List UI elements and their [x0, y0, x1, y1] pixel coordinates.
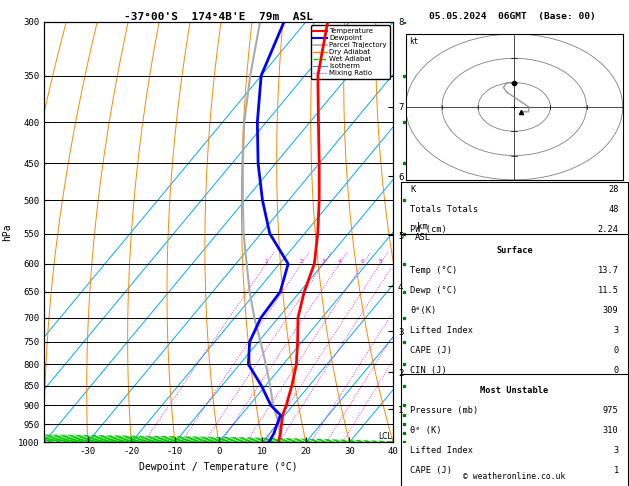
Text: Pressure (mb): Pressure (mb)	[410, 406, 479, 415]
Text: Dewp (°C): Dewp (°C)	[410, 286, 458, 295]
Text: 0: 0	[613, 346, 619, 355]
Text: CIN (J): CIN (J)	[410, 366, 447, 375]
X-axis label: Dewpoint / Temperature (°C): Dewpoint / Temperature (°C)	[139, 462, 298, 472]
Text: CAPE (J): CAPE (J)	[410, 466, 452, 475]
Text: 310: 310	[603, 426, 619, 435]
Text: 0: 0	[613, 366, 619, 375]
Text: 1: 1	[613, 466, 619, 475]
Text: 2.24: 2.24	[598, 225, 619, 234]
Text: 48: 48	[608, 205, 619, 214]
Text: 3: 3	[321, 259, 325, 264]
Text: Lifted Index: Lifted Index	[410, 446, 474, 455]
Text: PW (cm): PW (cm)	[410, 225, 447, 234]
Text: 309: 309	[603, 306, 619, 315]
Text: 1: 1	[264, 259, 268, 264]
Text: Surface: Surface	[496, 246, 533, 256]
Text: 975: 975	[603, 406, 619, 415]
Text: θᵉ (K): θᵉ (K)	[410, 426, 442, 435]
Text: Lifted Index: Lifted Index	[410, 326, 474, 335]
Text: K: K	[410, 185, 416, 194]
Text: LCL: LCL	[378, 433, 392, 441]
Text: © weatheronline.co.uk: © weatheronline.co.uk	[464, 472, 565, 481]
Text: Temp (°C): Temp (°C)	[410, 266, 458, 276]
Text: 05.05.2024  06GMT  (Base: 00): 05.05.2024 06GMT (Base: 00)	[429, 12, 596, 21]
Text: 2: 2	[299, 259, 303, 264]
Text: Totals Totals: Totals Totals	[410, 205, 479, 214]
Text: CAPE (J): CAPE (J)	[410, 346, 452, 355]
Text: 3: 3	[613, 326, 619, 335]
Text: 8: 8	[379, 259, 382, 264]
Text: -37°00'S  174°4B'E  79m  ASL: -37°00'S 174°4B'E 79m ASL	[124, 12, 313, 22]
Text: kt: kt	[409, 37, 418, 46]
Text: Most Unstable: Most Unstable	[481, 386, 548, 395]
Y-axis label: km
ASL: km ASL	[415, 223, 431, 242]
Text: 13.7: 13.7	[598, 266, 619, 276]
Y-axis label: hPa: hPa	[2, 223, 12, 241]
Text: 11.5: 11.5	[598, 286, 619, 295]
Text: 3: 3	[613, 446, 619, 455]
Text: 28: 28	[608, 185, 619, 194]
Text: 4: 4	[338, 259, 341, 264]
Text: θᵉ(K): θᵉ(K)	[410, 306, 437, 315]
Text: 6: 6	[361, 259, 365, 264]
Legend: Temperature, Dewpoint, Parcel Trajectory, Dry Adiabat, Wet Adiabat, Isotherm, Mi: Temperature, Dewpoint, Parcel Trajectory…	[311, 25, 389, 79]
